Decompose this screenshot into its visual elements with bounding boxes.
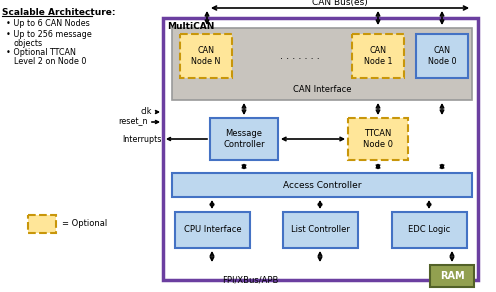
Bar xyxy=(163,18,478,280)
Text: • Up to 6 CAN Nodes: • Up to 6 CAN Nodes xyxy=(6,19,90,28)
Bar xyxy=(210,118,278,160)
Text: CAN
Node 0: CAN Node 0 xyxy=(428,46,456,66)
Text: FPI/XBus/APB: FPI/XBus/APB xyxy=(222,275,278,284)
Text: RAM: RAM xyxy=(439,271,464,281)
Text: CPU Interface: CPU Interface xyxy=(184,225,242,234)
Text: CAN Bus(es): CAN Bus(es) xyxy=(312,0,368,7)
Bar xyxy=(392,212,467,248)
Text: Level 2 on Node 0: Level 2 on Node 0 xyxy=(14,57,86,66)
Text: CAN
Node 1: CAN Node 1 xyxy=(364,46,392,66)
Bar xyxy=(28,215,56,233)
Bar xyxy=(430,265,474,287)
Bar xyxy=(416,34,468,78)
Text: clk: clk xyxy=(140,107,152,117)
Bar xyxy=(172,173,472,197)
Text: EDC Logic: EDC Logic xyxy=(408,225,451,234)
Text: • Optional TTCAN: • Optional TTCAN xyxy=(6,48,76,57)
Text: • Up to 256 message: • Up to 256 message xyxy=(6,30,92,39)
Bar xyxy=(352,34,404,78)
Text: TTCAN
Node 0: TTCAN Node 0 xyxy=(363,129,393,149)
Bar xyxy=(348,118,408,160)
Text: MultiCAN: MultiCAN xyxy=(167,22,214,31)
Text: . . . . . . .: . . . . . . . xyxy=(280,51,320,61)
Bar xyxy=(283,212,358,248)
Bar xyxy=(180,34,232,78)
Text: reset_n: reset_n xyxy=(119,117,148,126)
Text: CAN Interface: CAN Interface xyxy=(293,85,351,94)
Text: Interrupts: Interrupts xyxy=(123,135,162,143)
Bar xyxy=(175,212,250,248)
Text: = Optional: = Optional xyxy=(62,220,107,229)
Text: Scalable Architecture:: Scalable Architecture: xyxy=(2,8,116,17)
Text: List Controller: List Controller xyxy=(291,225,350,234)
Text: Access Controller: Access Controller xyxy=(283,180,361,190)
Text: objects: objects xyxy=(14,39,43,48)
Bar xyxy=(172,28,472,100)
Text: CAN
Node N: CAN Node N xyxy=(191,46,221,66)
Text: Message
Controller: Message Controller xyxy=(223,129,265,149)
